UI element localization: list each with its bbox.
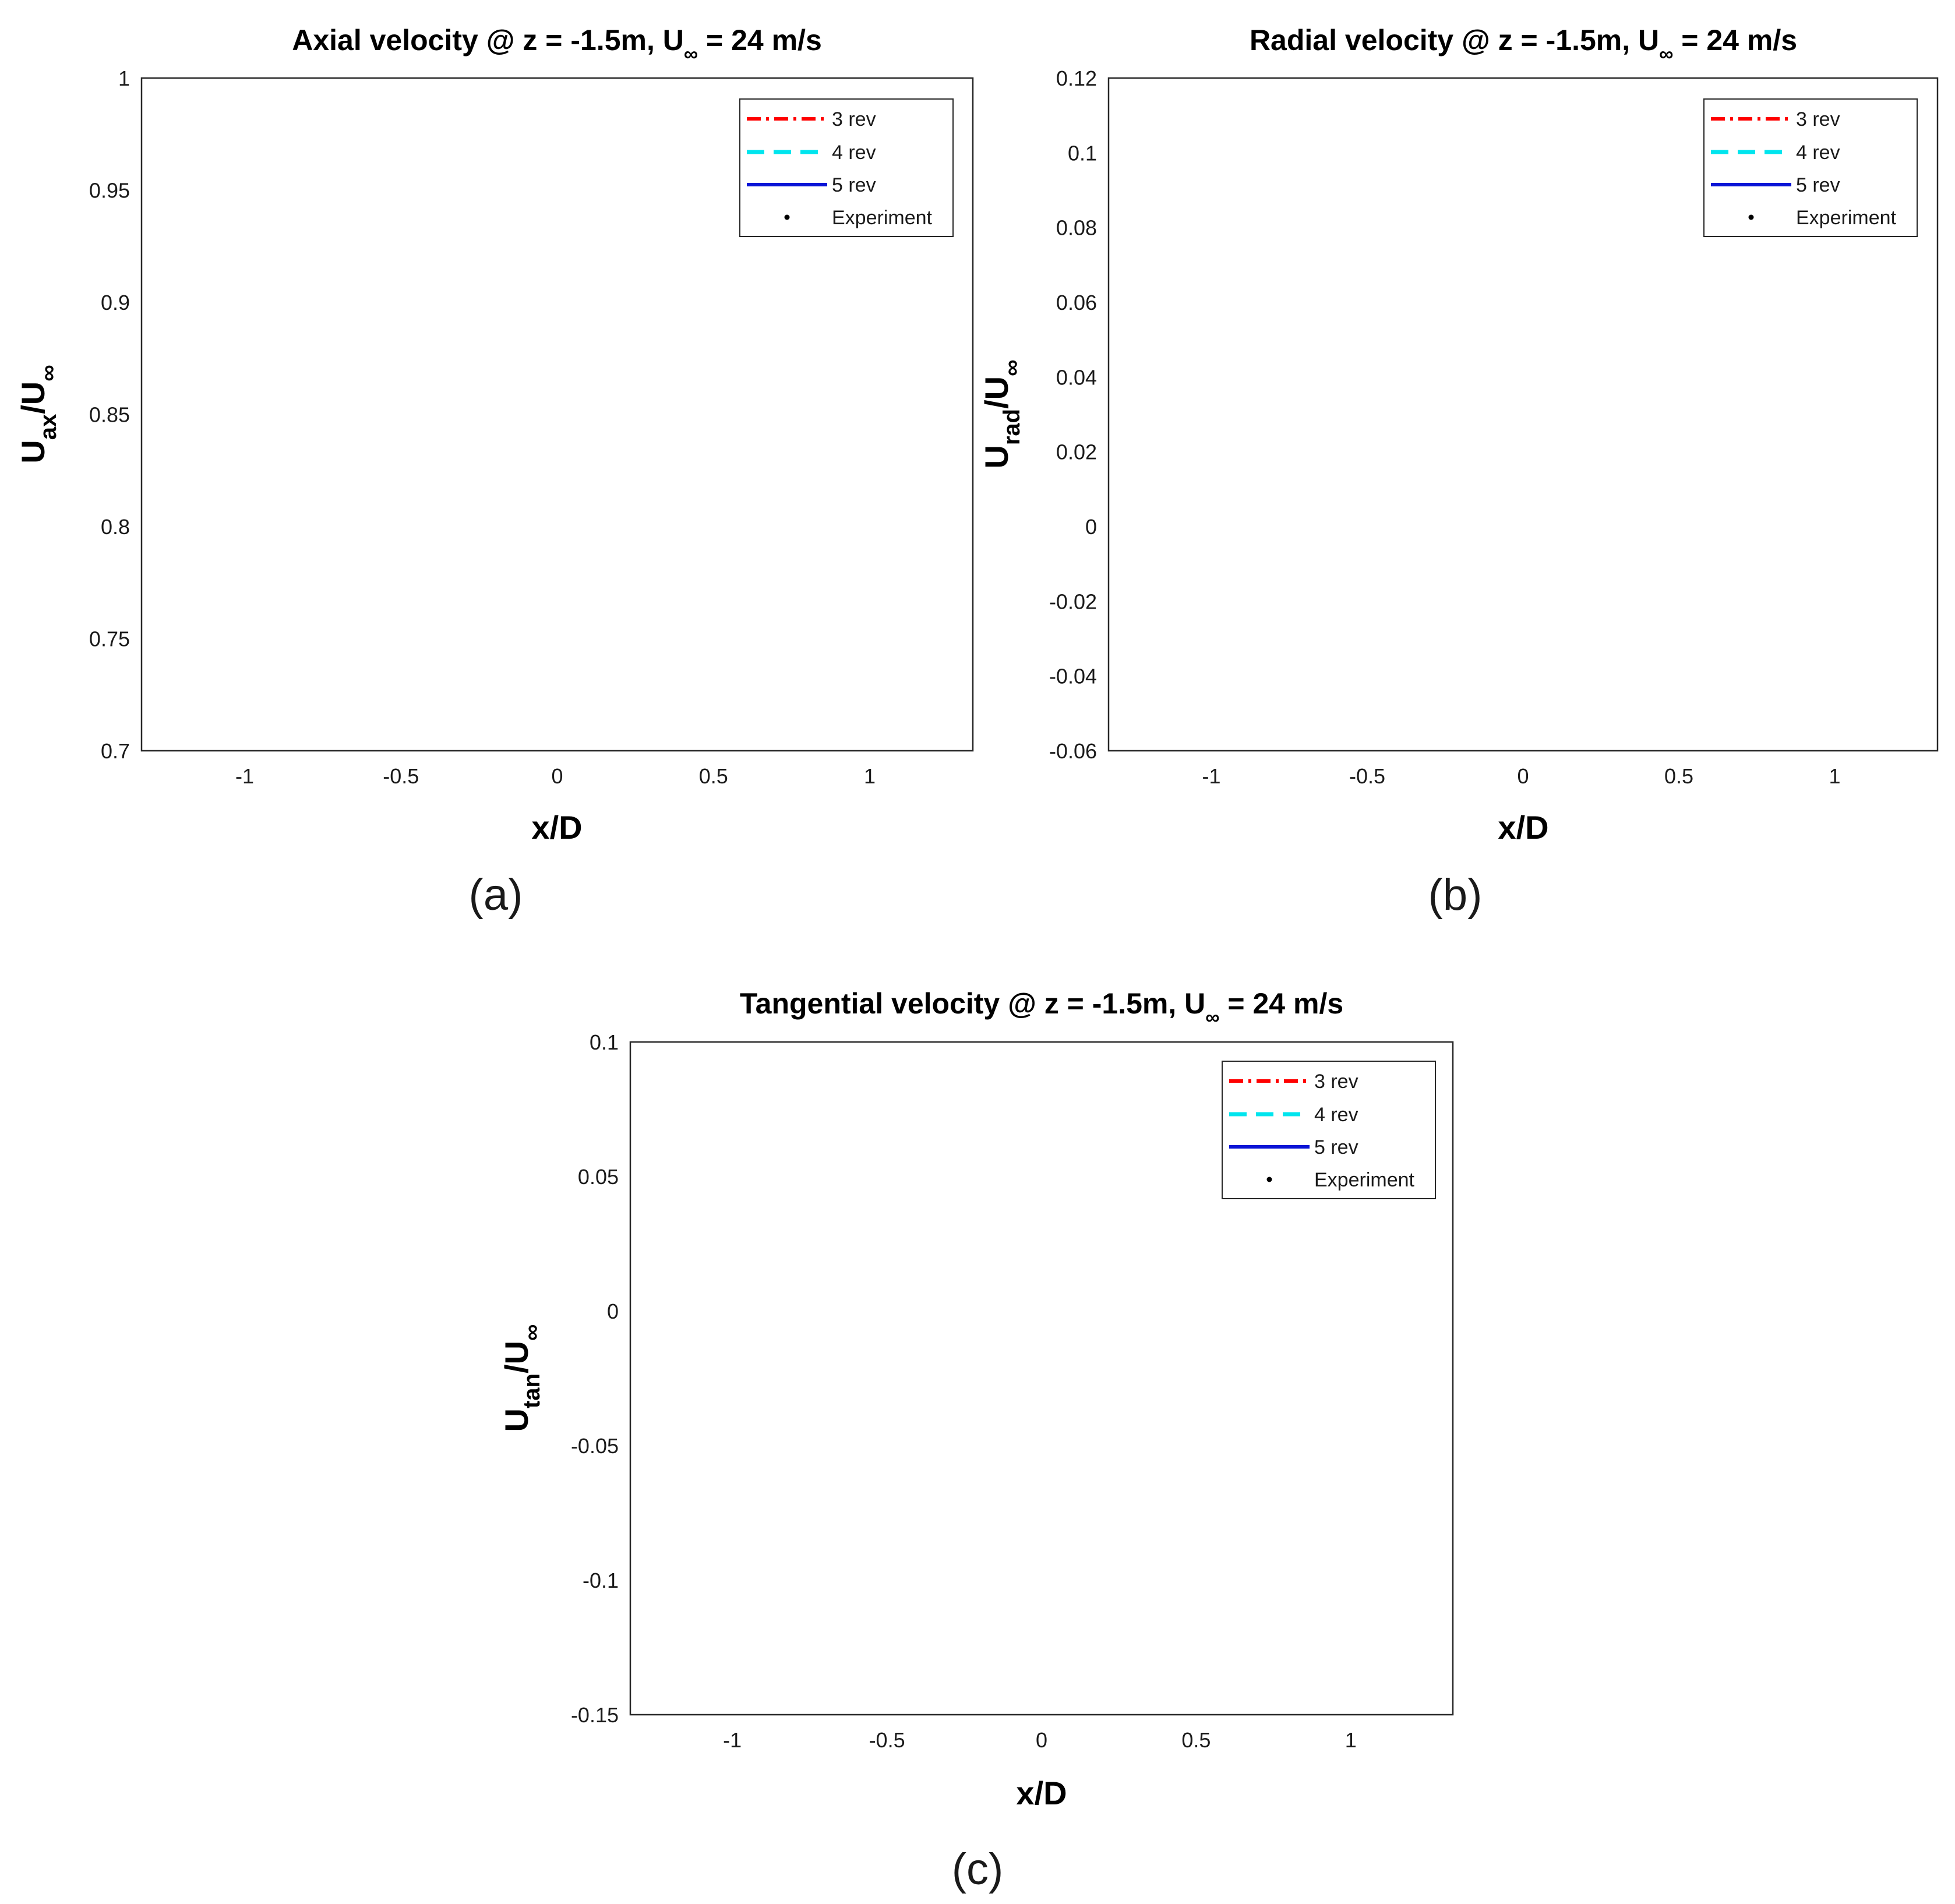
legend-label-experiment: Experiment: [832, 207, 933, 229]
legend-label-3rev: 3 rev: [832, 108, 876, 130]
x-tick-label: -0.5: [383, 764, 419, 788]
chart-title: Axial velocity @ z = -1.5m, U∞ = 24 m/s: [292, 24, 822, 65]
x-tick-label: 0.5: [699, 764, 728, 788]
x-tick-label: 1: [1829, 764, 1840, 788]
legend-label-4rev: 4 rev: [832, 142, 876, 164]
y-tick-label: 0.02: [1056, 440, 1097, 464]
y-tick-label: -0.05: [571, 1434, 619, 1458]
x-tick-label: -1: [723, 1728, 742, 1752]
y-tick-label: -0.15: [571, 1703, 619, 1727]
x-axis-label: x/D: [1016, 1775, 1067, 1811]
y-axis-label: Uax/U∞: [15, 365, 61, 463]
legend-box: [1703, 98, 1918, 237]
y-tick-label: 0.04: [1056, 365, 1097, 389]
x-tick-label: -1: [235, 764, 254, 788]
y-tick-label: 0.08: [1056, 216, 1097, 240]
panel-a: Axial velocity @ z = -1.5m, U∞ = 24 m/s …: [15, 24, 974, 920]
y-tick-label: 1: [118, 66, 130, 90]
panel-caption: (a): [469, 870, 523, 920]
y-tick-label: -0.1: [583, 1569, 619, 1592]
legend-label-3rev: 3 rev: [1796, 108, 1840, 130]
legend-label-experiment: Experiment: [1314, 1169, 1415, 1191]
legend-marker-experiment: [1266, 1177, 1272, 1182]
chart-title: Tangential velocity @ z = -1.5m, U∞ = 24…: [740, 987, 1343, 1029]
x-tick-label: 0: [1036, 1728, 1047, 1752]
y-tick-label: -0.02: [1049, 589, 1097, 613]
x-tick-label: 0: [1517, 764, 1529, 788]
legend: 3 rev 4 rev 5 rev Experiment: [739, 98, 954, 237]
y-tick-label: 0.06: [1056, 291, 1097, 315]
y-tick-label: 0.7: [101, 739, 130, 763]
y-tick-label: -0.04: [1049, 665, 1097, 688]
panel-c: Tangential velocity @ z = -1.5m, U∞ = 24…: [498, 987, 1454, 1894]
y-tick-label: 0.9: [101, 291, 130, 315]
x-tick-label: 1: [1345, 1728, 1357, 1752]
y-tick-label: 0.1: [590, 1030, 619, 1054]
x-tick-label: -0.5: [869, 1728, 905, 1752]
y-axis-label: Urad/U∞: [978, 359, 1025, 468]
legend: 3 rev 4 rev 5 rev Experiment: [1222, 1061, 1436, 1199]
x-tick-label: -0.5: [1349, 764, 1385, 788]
panel-caption: (c): [952, 1845, 1004, 1894]
y-tick-label: -0.06: [1049, 739, 1097, 763]
x-tick-label: 1: [864, 764, 876, 788]
plot-area: -1 -0.5 0 0.5 1 -0.06 -0.04 -0.02 0 0.02 0.04 0.06 0…: [1049, 66, 1939, 788]
y-axis-label: Utan/U∞: [498, 1324, 545, 1432]
legend-box: [739, 98, 954, 237]
legend: 3 rev 4 rev 5 rev Experiment: [1703, 98, 1918, 237]
panel-b: Radial velocity @ z = -1.5m, U∞ = 24 m/s…: [978, 24, 1939, 920]
legend-label-5rev: 5 rev: [1314, 1136, 1358, 1158]
y-tick-label: 0: [607, 1299, 619, 1323]
y-tick-label: 0.8: [101, 515, 130, 539]
x-tick-label: 0.5: [1664, 764, 1693, 788]
panel-caption: (b): [1428, 870, 1483, 920]
y-tick-label: 0.75: [89, 627, 130, 651]
x-axis-label: x/D: [531, 809, 582, 846]
legend-label-3rev: 3 rev: [1314, 1071, 1358, 1093]
y-tick-label: 0.85: [89, 403, 130, 427]
y-tick-label: 0: [1085, 515, 1097, 539]
legend-box: [1222, 1061, 1436, 1199]
y-tick-label: 0.05: [578, 1165, 619, 1189]
legend-label-5rev: 5 rev: [1796, 174, 1840, 196]
y-tick-label: 0.95: [89, 179, 130, 203]
legend-label-5rev: 5 rev: [832, 174, 876, 196]
legend-marker-experiment: [1748, 214, 1754, 220]
x-axis-label: x/D: [1498, 809, 1548, 846]
x-tick-label: 0: [551, 764, 563, 788]
x-tick-label: 0.5: [1181, 1728, 1211, 1752]
y-tick-label: 0.12: [1056, 66, 1097, 90]
legend-marker-experiment: [784, 214, 790, 220]
x-tick-label: -1: [1202, 764, 1221, 788]
legend-label-4rev: 4 rev: [1796, 142, 1840, 164]
y-tick-label: 0.1: [1068, 141, 1097, 165]
legend-label-4rev: 4 rev: [1314, 1104, 1358, 1126]
legend-label-experiment: Experiment: [1796, 207, 1897, 229]
chart-title: Radial velocity @ z = -1.5m, U∞ = 24 m/s: [1250, 24, 1797, 65]
